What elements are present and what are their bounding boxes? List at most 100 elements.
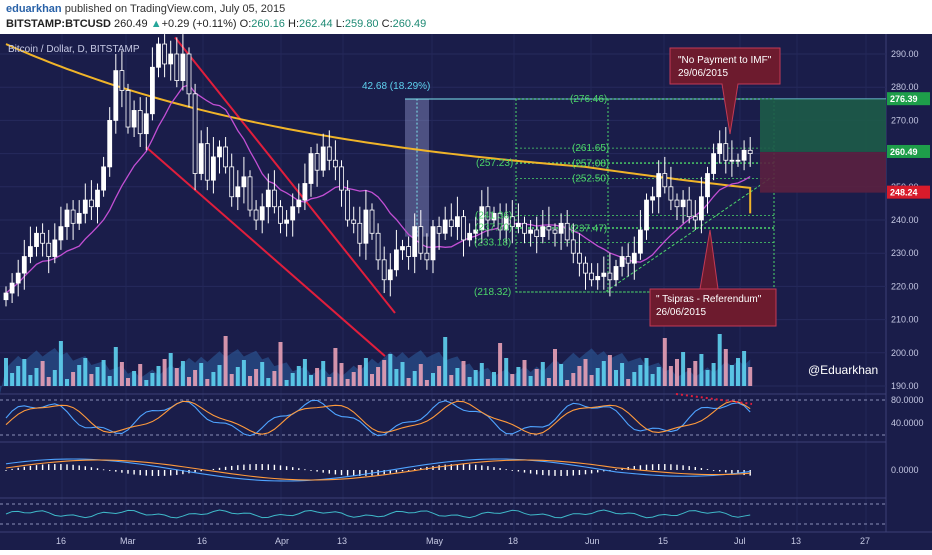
volume-bar [205,379,210,386]
candle-body [119,70,125,91]
price-tick-label: 240.00 [891,215,919,225]
volume-bar [58,341,63,386]
close-label: C: [381,18,393,30]
volume-bar [174,368,179,386]
volume-bar [382,360,387,386]
candle-body [674,199,680,208]
chart-svg[interactable]: 290.00280.00270.00260.00250.00240.00230.… [0,34,932,550]
loss-zone [760,151,886,193]
publish-header: eduarkhan published on TradingView.com, … [6,3,285,17]
macd-histogram-bar [267,464,269,470]
volume-bar [254,369,259,386]
fib-label: (237.70) [475,223,512,234]
volume-bar [437,366,442,386]
macd-histogram-bar [389,470,391,474]
macd-histogram-bar [194,470,196,473]
candles [3,34,753,307]
fib-label: (257.08) [572,158,609,169]
candle-body [699,196,704,221]
macd-histogram-bar [407,470,410,471]
candle-body [485,206,491,221]
x-tick-label: Mar [120,536,136,546]
volume-bar [363,358,368,386]
chart-title: Bitcoin / Dollar, D, BITSTAMP [8,44,140,55]
macd-histogram-bar [560,470,562,476]
macd-histogram-bar [5,470,7,471]
volume-bar [553,349,557,386]
x-tick-label: 15 [658,536,668,546]
fib-label: (252.50) [572,174,609,185]
volume-bar [449,375,454,386]
candle-body [113,70,119,121]
macd-histogram-bar [395,470,398,473]
macd-histogram-bar [499,468,501,470]
macd-histogram-bar [487,466,489,470]
symbol-bar: BITSTAMP:BTCUSD 260.49 ▲+0.29 (+0.11%) O… [6,18,426,32]
symbol-name[interactable]: BITSTAMP:BTCUSD [6,18,111,30]
macd-histogram-bar [664,464,666,470]
volume-bar [565,380,570,386]
macd-histogram-bar [176,470,178,475]
candle-body [271,189,277,208]
candle-body [332,159,338,168]
price-axis-panel [886,34,932,550]
macd-histogram-bar [475,464,477,470]
candle-body [198,143,204,174]
candle-body [448,219,454,228]
macd-histogram-bar [645,464,648,470]
macd-histogram-bar [163,470,166,476]
channel-lower-line [145,146,386,357]
volume-bar [614,370,618,386]
volume-bar [705,370,710,386]
candle-body [625,256,631,264]
candle-body [400,246,405,251]
stoch-d-line [5,400,751,435]
macd-histogram-bar [401,470,404,472]
candle-body [619,256,625,267]
macd-histogram-bar [145,470,147,476]
volume-bar [498,343,503,386]
macd-histogram-bar [279,465,282,470]
volume-bar [16,366,21,386]
macd-histogram-bar [334,470,337,475]
author-link[interactable]: eduarkhan [6,3,62,15]
price-tick-label: 190.00 [891,381,919,391]
candle-body [705,173,710,198]
candle-body [223,146,229,168]
watermark: @Eduarkhan [808,363,878,377]
candle-body [680,199,686,208]
macd-histogram-bar [261,464,263,470]
chart-area[interactable]: 290.00280.00270.00260.00250.00240.00230.… [0,34,932,550]
macd-histogram-bar [273,464,276,470]
macd-histogram-bar [17,467,19,470]
volume-bar [650,374,655,386]
candle-body [40,232,45,244]
x-tick-label: 27 [860,536,870,546]
candle-body [503,216,509,231]
fib-label: (218.32) [474,287,511,298]
volume-bar [455,368,460,386]
candle-body [473,229,479,234]
volume-bar [571,373,576,386]
fib-label: (233.18) [474,238,511,249]
price-change: +0.29 (+0.11%) [161,18,237,30]
volume-bar [351,372,356,386]
open-value: 260.16 [251,18,285,30]
macd-histogram-bar [60,464,62,470]
volume-bar [223,336,228,386]
candle-body [149,66,155,115]
volume-bar [711,363,716,386]
volume-bar [290,373,295,386]
candle-body [15,272,21,284]
volume-bar [473,370,478,386]
close-value: 260.49 [392,18,427,30]
volume-bar [443,337,448,386]
macd-histogram-bar [694,467,696,470]
macd-histogram-bar [676,464,678,470]
macd-histogram-bar [615,469,617,470]
macd-histogram-bar [41,464,44,470]
candle-body [156,43,161,68]
macd-histogram-bar [115,470,117,472]
volume-bar [742,351,747,386]
volume-bar [217,365,222,386]
